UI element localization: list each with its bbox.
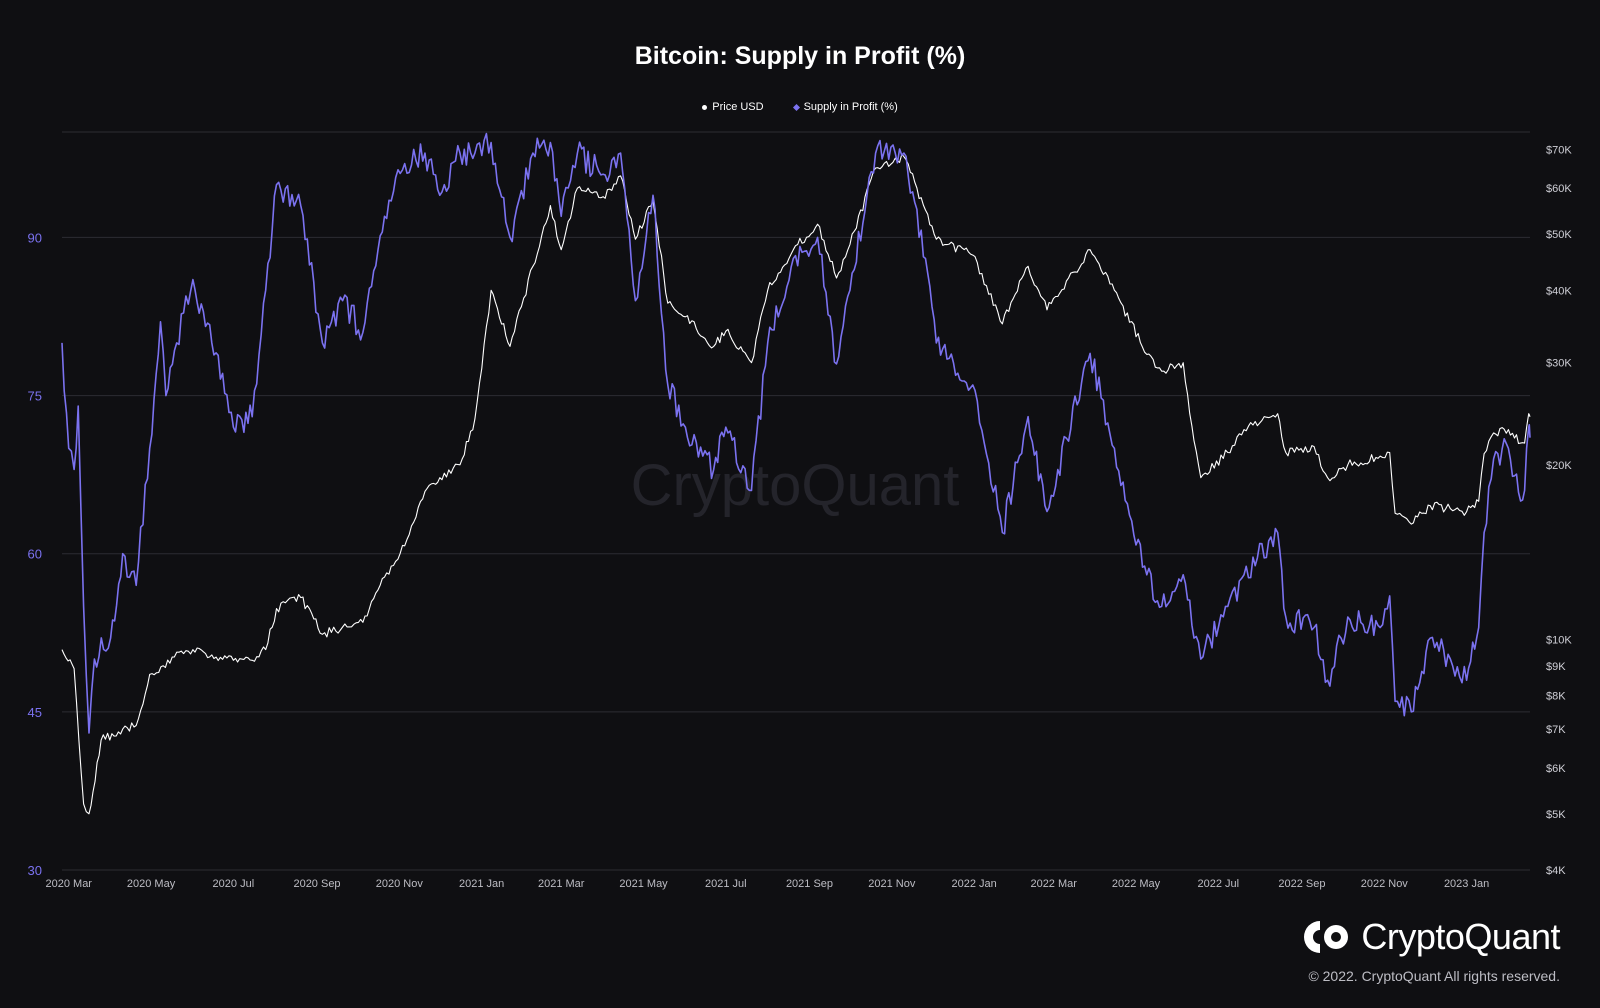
x-axis: 2020 Mar 2020 May 2020 Jul 2020 Sep 2020 Nov… [46, 878, 1490, 890]
x-axis-tick-label: 2020 Nov [376, 878, 424, 890]
x-axis-tick-label: 2022 Jan [951, 878, 996, 890]
x-axis-tick-label: 2021 Jul [705, 878, 747, 890]
right-axis-tick-label: $8K [1546, 690, 1566, 702]
x-axis-tick-label: 2022 Nov [1361, 878, 1409, 890]
x-axis-tick-label: 2022 Jul [1198, 878, 1240, 890]
left-axis-tick-label: 60 [28, 547, 42, 562]
right-axis-tick-label: $4K [1546, 865, 1566, 877]
copyright-text: © 2022. CryptoQuant All rights reserved. [1308, 968, 1560, 984]
brand-logo: CryptoQuant [1303, 916, 1560, 958]
x-axis-tick-label: 2021 Mar [538, 878, 585, 890]
legend-dot-icon [702, 104, 708, 110]
left-axis: 30 45 60 75 90 [28, 230, 42, 878]
x-axis-tick-label: 2021 Sep [786, 878, 833, 890]
legend-item-supply[interactable]: Supply in Profit (%) [792, 101, 898, 113]
legend-item-price[interactable]: Price USD [702, 101, 764, 113]
x-axis-tick-label: 2022 Mar [1030, 878, 1077, 890]
right-axis-tick-label: $6K [1546, 763, 1566, 775]
left-axis-tick-label: 75 [28, 389, 42, 404]
x-axis-tick-label: 2021 May [619, 878, 668, 890]
legend-label-supply: Supply in Profit (%) [803, 101, 898, 113]
right-axis-tick-label: $30K [1546, 358, 1572, 370]
x-axis-tick-label: 2021 Jan [459, 878, 504, 890]
price-usd-series-line [61, 153, 1531, 815]
x-axis-tick-label: 2020 Jul [213, 878, 255, 890]
supply-in-profit-series-line [61, 132, 1531, 734]
right-axis-tick-label: $40K [1546, 285, 1572, 297]
watermark-text: CryptoQuant [631, 453, 960, 518]
right-axis-tick-label: $50K [1546, 229, 1572, 241]
x-axis-tick-label: 2020 May [127, 878, 176, 890]
x-axis-tick-label: 2023 Jan [1444, 878, 1489, 890]
right-axis-tick-label: $9K [1546, 661, 1566, 673]
right-axis-tick-label: $10K [1546, 634, 1572, 646]
chart-title: Bitcoin: Supply in Profit (%) [634, 42, 966, 70]
series-layer [61, 132, 1531, 815]
x-axis-tick-label: 2021 Nov [868, 878, 916, 890]
right-axis-tick-label: $60K [1546, 183, 1572, 195]
cryptoquant-logo-icon [1304, 921, 1349, 953]
x-axis-tick-label: 2020 Mar [46, 878, 93, 890]
brand-name: CryptoQuant [1361, 916, 1560, 957]
chart-legend: Price USD Supply in Profit (%) [0, 101, 1600, 113]
legend-label-price: Price USD [712, 101, 764, 113]
right-axis-tick-label: $7K [1546, 724, 1566, 736]
left-axis-tick-label: 45 [28, 705, 42, 720]
right-axis-tick-label: $5K [1546, 809, 1566, 821]
x-axis-tick-label: 2020 Sep [293, 878, 340, 890]
right-axis-tick-label: $20K [1546, 460, 1572, 472]
right-axis-tick-label: $70K [1546, 144, 1572, 156]
grid-lines [62, 131, 1530, 871]
left-axis-tick-label: 90 [28, 230, 42, 245]
x-axis-tick-label: 2022 Sep [1278, 878, 1325, 890]
right-axis: $4K $5K $6K $7K $8K $9K $10K $20K $30K $40K $50K $6… [1546, 144, 1572, 877]
x-axis-tick-label: 2022 May [1112, 878, 1161, 890]
left-axis-tick-label: 30 [28, 863, 42, 878]
